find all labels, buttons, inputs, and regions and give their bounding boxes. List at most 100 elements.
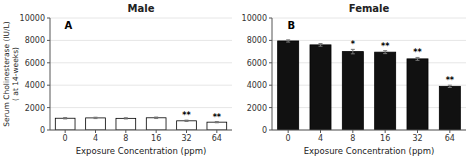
error-cap xyxy=(124,118,128,119)
grid-line xyxy=(50,85,232,86)
y-tick-label: 8000 xyxy=(25,36,45,45)
x-tick xyxy=(449,130,450,133)
significance: ** xyxy=(182,111,191,120)
error-bar xyxy=(351,49,355,53)
x-tick-label: 4 xyxy=(93,134,98,143)
grid-line xyxy=(272,62,466,63)
y-tick-label: 8000 xyxy=(247,36,267,45)
x-tick xyxy=(385,130,386,133)
significance: ** xyxy=(413,48,422,57)
error-cap xyxy=(286,42,290,43)
grid-line xyxy=(50,107,232,108)
y-tick-label: 2000 xyxy=(247,104,267,113)
y-tick-label: 2000 xyxy=(25,104,45,113)
significance: ** xyxy=(381,42,390,51)
y-tick-label: 6000 xyxy=(25,59,45,68)
title: Female xyxy=(349,3,390,14)
bar xyxy=(278,41,299,130)
y-axis-label-line: ( at 14-weeks) xyxy=(11,47,20,101)
error-cap xyxy=(63,117,67,118)
grid-line xyxy=(50,18,232,19)
y-axis-label-line: Serum Cholinesterase (IU/L) xyxy=(2,21,11,126)
error-bar xyxy=(185,120,189,121)
significance: * xyxy=(351,40,356,49)
panel: 0200040006000800010000048163264*******BF… xyxy=(242,3,466,156)
error-cap xyxy=(286,39,290,40)
x-tick xyxy=(156,130,157,133)
x-tick xyxy=(186,130,187,133)
x-tick xyxy=(320,130,321,133)
panel-label: A xyxy=(65,20,73,31)
error-bar xyxy=(215,122,219,123)
error-bar xyxy=(383,51,387,54)
panel: 0200040006000800010000048163264****AMale… xyxy=(2,3,232,156)
x-tick xyxy=(417,130,418,133)
y-axis xyxy=(272,18,273,130)
error-cap xyxy=(185,121,189,122)
y-tick-label: 0 xyxy=(262,126,267,135)
x-tick-label: 8 xyxy=(350,134,355,143)
bar xyxy=(439,86,460,130)
error-cap xyxy=(94,117,98,118)
y-tick-label: 10000 xyxy=(242,14,267,23)
bar xyxy=(177,121,197,130)
significance: ** xyxy=(213,113,222,122)
x-axis-label: Exposure Concentration (ppm) xyxy=(76,146,207,156)
x-tick-label: 8 xyxy=(123,134,128,143)
x-tick xyxy=(125,130,126,133)
y-tick-label: 4000 xyxy=(25,81,45,90)
error-bar xyxy=(319,44,323,47)
y-tick-label: 0 xyxy=(40,126,45,135)
bar xyxy=(116,118,136,130)
grid-line xyxy=(272,85,466,86)
bar xyxy=(375,52,396,130)
error-cap xyxy=(215,122,219,123)
grid-line xyxy=(50,130,232,131)
error-cap xyxy=(319,43,323,44)
error-line xyxy=(352,49,353,53)
error-cap xyxy=(154,118,158,119)
bar xyxy=(146,118,166,130)
grid-line xyxy=(272,40,466,41)
y-tick-label: 6000 xyxy=(247,59,267,68)
y-tick-label: 10000 xyxy=(20,14,45,23)
panel-label: B xyxy=(288,20,296,31)
x-tick xyxy=(352,130,353,133)
x-axis xyxy=(272,130,466,131)
x-tick-label: 16 xyxy=(380,134,390,143)
error-cap xyxy=(351,53,355,54)
significance: ** xyxy=(446,76,455,85)
bar xyxy=(207,122,227,130)
error-cap xyxy=(124,117,128,118)
error-cap xyxy=(94,118,98,119)
x-axis xyxy=(50,130,232,131)
error-bar xyxy=(416,57,420,60)
error-cap xyxy=(319,46,323,47)
grid-line xyxy=(272,130,466,131)
y-axis xyxy=(50,18,51,130)
grid-line xyxy=(50,62,232,63)
x-tick xyxy=(288,130,289,133)
title: Male xyxy=(128,3,155,14)
chart: 0 2000 4000 6000 8000 10000 0 4 8 16 32 64 ** ** A Male… xyxy=(0,0,474,160)
error-cap xyxy=(448,87,452,88)
bar xyxy=(407,59,428,130)
error-cap xyxy=(416,60,420,61)
error-bar xyxy=(154,117,158,118)
bars xyxy=(278,40,461,130)
x-tick-label: 64 xyxy=(445,134,455,143)
error-cap xyxy=(383,53,387,54)
y-axis-label: Serum Cholinesterase (IU/L)( at 14-weeks… xyxy=(2,21,20,126)
x-tick xyxy=(95,130,96,133)
bar xyxy=(86,118,106,130)
y-tick-label: 4000 xyxy=(247,81,267,90)
error-bar xyxy=(63,118,67,119)
x-tick-label: 16 xyxy=(151,134,161,143)
x-tick-label: 32 xyxy=(412,134,422,143)
grid-line xyxy=(50,40,232,41)
grid-line xyxy=(272,107,466,108)
grid-line xyxy=(272,18,466,19)
x-tick-label: 32 xyxy=(181,134,191,143)
error-bar xyxy=(286,40,290,42)
error-bar xyxy=(448,85,452,87)
